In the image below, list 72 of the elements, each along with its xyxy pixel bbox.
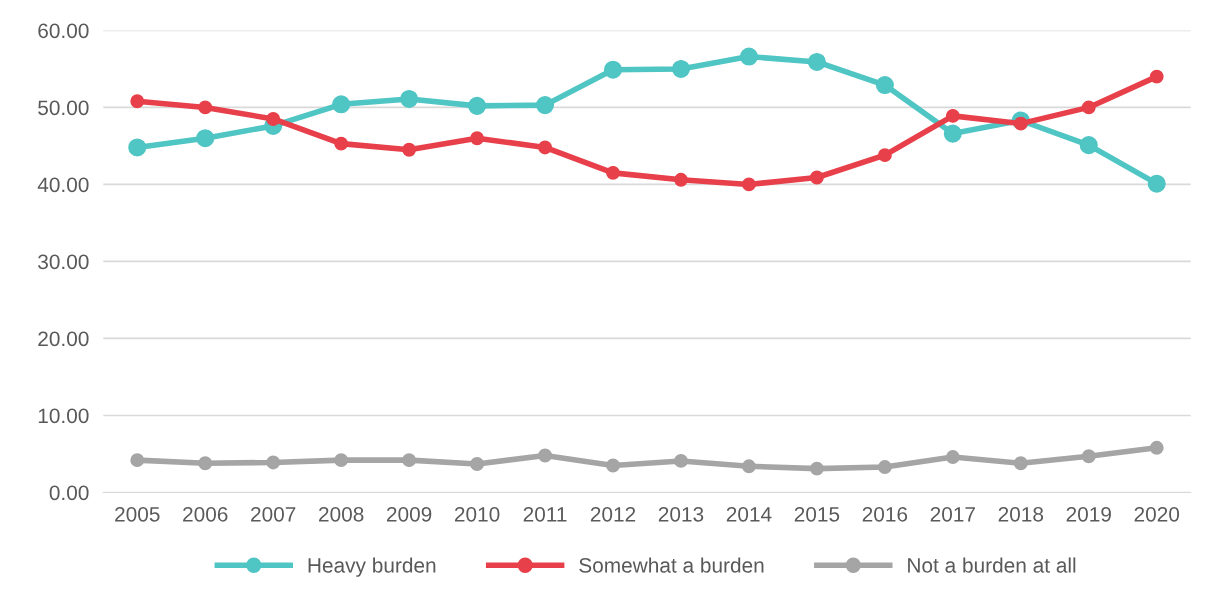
y-tick-label: 0.00 bbox=[49, 485, 89, 501]
point bbox=[809, 461, 824, 476]
point bbox=[130, 453, 145, 468]
point bbox=[741, 177, 756, 192]
legend-label: Heavy burden bbox=[308, 557, 436, 577]
point bbox=[945, 108, 960, 123]
legend-label: Somewhat a burden bbox=[579, 557, 764, 573]
y-tick-label: 40.00 bbox=[37, 177, 89, 193]
point bbox=[877, 460, 892, 475]
point bbox=[198, 456, 213, 471]
point bbox=[266, 455, 281, 470]
legend-label: Not a burden at all bbox=[908, 557, 1076, 573]
point bbox=[877, 148, 892, 163]
y-tick-label: 60.00 bbox=[38, 23, 89, 39]
point bbox=[402, 453, 417, 468]
point bbox=[128, 138, 147, 157]
point bbox=[603, 60, 623, 79]
point bbox=[1081, 100, 1096, 115]
point bbox=[1079, 136, 1098, 155]
x-tick-label: 2009 bbox=[386, 506, 432, 522]
point bbox=[739, 47, 758, 66]
point bbox=[606, 458, 620, 473]
x-tick-label: 2010 bbox=[454, 506, 500, 522]
y-tick-label: 10.00 bbox=[38, 408, 89, 424]
point bbox=[332, 95, 351, 114]
x-tick-label: 2016 bbox=[862, 506, 908, 522]
point bbox=[468, 96, 487, 115]
x-tick-label: 2019 bbox=[1066, 506, 1111, 522]
point bbox=[198, 100, 213, 115]
point bbox=[875, 76, 894, 95]
y-tick-label: 50.00 bbox=[38, 100, 89, 116]
x-tick-label: 2006 bbox=[183, 506, 228, 522]
point bbox=[1081, 449, 1096, 464]
point bbox=[1013, 456, 1028, 471]
x-tick-label: 2018 bbox=[998, 506, 1044, 522]
point bbox=[538, 140, 552, 155]
point bbox=[334, 136, 349, 151]
point bbox=[196, 129, 215, 148]
x-tick-label: 2017 bbox=[930, 506, 975, 522]
point bbox=[1149, 69, 1164, 84]
x-tick-label: 2013 bbox=[658, 506, 704, 522]
x-tick-label: 2008 bbox=[319, 506, 364, 522]
point bbox=[943, 124, 962, 143]
point bbox=[130, 94, 145, 109]
x-tick-label: 2015 bbox=[794, 506, 840, 522]
point bbox=[470, 131, 485, 146]
x-tick-label: 2012 bbox=[590, 506, 636, 522]
point bbox=[266, 112, 281, 126]
y-tick-label: 30.00 bbox=[38, 254, 89, 270]
point bbox=[470, 457, 485, 471]
point bbox=[674, 453, 688, 468]
y-tick-label: 20.00 bbox=[38, 331, 89, 347]
point bbox=[809, 170, 824, 185]
point bbox=[741, 459, 756, 474]
x-tick-label: 2011 bbox=[523, 506, 567, 522]
point bbox=[1013, 116, 1028, 131]
x-tick-label: 2020 bbox=[1134, 506, 1180, 522]
point bbox=[671, 59, 690, 78]
x-tick-label: 2005 bbox=[115, 506, 160, 522]
point bbox=[945, 450, 960, 464]
x-tick-label: 2014 bbox=[726, 506, 772, 522]
point bbox=[400, 89, 419, 108]
point bbox=[674, 172, 688, 187]
point bbox=[1147, 174, 1166, 193]
point bbox=[606, 165, 620, 180]
point bbox=[538, 448, 552, 463]
point bbox=[536, 96, 555, 115]
point bbox=[807, 52, 826, 72]
x-tick-label: 2007 bbox=[251, 506, 296, 522]
point bbox=[402, 142, 417, 157]
point bbox=[1149, 440, 1164, 455]
point bbox=[334, 453, 349, 468]
